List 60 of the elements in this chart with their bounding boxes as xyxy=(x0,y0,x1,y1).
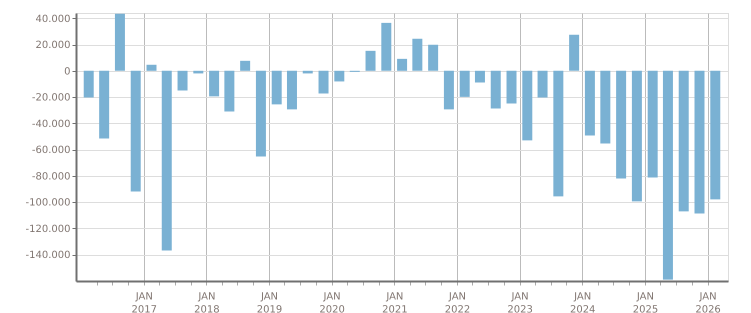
x-tick-label: JAN 2018 xyxy=(194,292,220,313)
bar xyxy=(569,34,580,71)
bar xyxy=(162,70,172,251)
x-tick-label: JAN 2023 xyxy=(507,292,533,313)
bar xyxy=(474,70,485,82)
bar xyxy=(538,70,548,98)
bar xyxy=(209,70,220,96)
bar xyxy=(178,70,188,91)
bar xyxy=(381,22,392,71)
bar xyxy=(334,70,344,82)
bar xyxy=(600,70,610,144)
y-tick-label: 0 xyxy=(64,66,70,78)
bar xyxy=(99,70,110,138)
x-tick-label: JAN 2020 xyxy=(319,292,345,313)
bar xyxy=(114,14,125,71)
bar xyxy=(710,70,720,200)
bar xyxy=(694,70,704,214)
y-tick-label: -140.000 xyxy=(26,250,70,262)
bar xyxy=(460,70,470,97)
y-tick-label: -120.000 xyxy=(26,224,70,235)
bar xyxy=(256,70,266,156)
bar xyxy=(444,70,454,110)
bar xyxy=(84,70,94,98)
bar xyxy=(302,70,313,74)
y-tick-label: -80.000 xyxy=(32,171,70,182)
bar xyxy=(553,70,564,196)
bar xyxy=(584,70,595,136)
y-tick-label: -40.000 xyxy=(32,118,70,130)
x-tick-label: JAN 2021 xyxy=(382,292,408,313)
bar xyxy=(428,44,438,71)
x-tick-label: JAN 2022 xyxy=(444,292,470,313)
bar xyxy=(632,70,642,202)
bar xyxy=(146,64,156,71)
y-tick-label: -20.000 xyxy=(32,92,70,104)
bar xyxy=(662,70,673,280)
bar xyxy=(678,70,689,212)
bar xyxy=(648,70,658,178)
x-tick-label: JAN 2026 xyxy=(695,292,721,313)
bar xyxy=(240,60,250,71)
bar xyxy=(397,58,408,71)
bar xyxy=(193,70,204,74)
x-tick-label: JAN 2017 xyxy=(132,292,158,313)
bar xyxy=(506,70,517,104)
bar xyxy=(616,70,626,179)
bar xyxy=(366,50,376,71)
y-tick-label: 20.000 xyxy=(36,40,70,52)
bar xyxy=(224,70,234,112)
x-tick-label: JAN 2025 xyxy=(632,292,658,313)
bar xyxy=(522,70,532,140)
y-tick-label: -100.000 xyxy=(26,198,70,209)
x-tick-label: JAN 2024 xyxy=(570,292,596,313)
bar xyxy=(490,70,501,109)
x-tick-label: JAN 2019 xyxy=(256,292,282,313)
bar xyxy=(130,70,141,192)
bar xyxy=(412,38,422,71)
bar xyxy=(272,70,282,104)
y-tick-label: 40.000 xyxy=(36,14,70,25)
bar xyxy=(286,70,297,110)
bar xyxy=(318,70,329,94)
y-tick-label: -60.000 xyxy=(32,145,70,156)
